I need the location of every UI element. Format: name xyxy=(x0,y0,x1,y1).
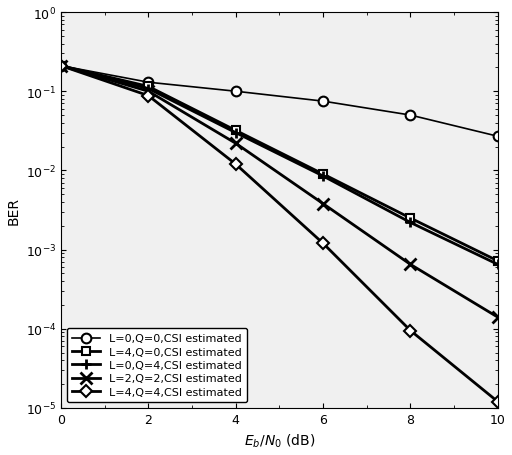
L=2,Q=2,CSI estimated xyxy=(408,262,414,268)
L=4,Q=0,CSI estimated xyxy=(145,85,152,90)
L=2,Q=2,CSI estimated xyxy=(145,89,152,95)
L=4,Q=4,CSI estimated xyxy=(145,94,152,99)
X-axis label: $E_b/N_0$ (dB): $E_b/N_0$ (dB) xyxy=(244,431,315,449)
L=0,Q=4,CSI estimated xyxy=(408,220,414,226)
L=2,Q=2,CSI estimated xyxy=(320,202,326,207)
L=2,Q=2,CSI estimated xyxy=(232,141,239,147)
L=4,Q=4,CSI estimated xyxy=(58,64,64,69)
L=4,Q=0,CSI estimated xyxy=(495,258,501,264)
L=0,Q=4,CSI estimated xyxy=(495,262,501,268)
L=4,Q=4,CSI estimated xyxy=(232,162,239,167)
L=0,Q=4,CSI estimated xyxy=(232,131,239,136)
L=0,Q=0,CSI estimated xyxy=(58,64,64,69)
L=4,Q=0,CSI estimated xyxy=(232,128,239,134)
L=2,Q=2,CSI estimated xyxy=(495,315,501,320)
Line: L=4,Q=0,CSI estimated: L=4,Q=0,CSI estimated xyxy=(57,62,502,265)
Legend: L=0,Q=0,CSI estimated, L=4,Q=0,CSI estimated, L=0,Q=4,CSI estimated, L=2,Q=2,CSI: L=0,Q=0,CSI estimated, L=4,Q=0,CSI estim… xyxy=(67,328,247,403)
Line: L=2,Q=2,CSI estimated: L=2,Q=2,CSI estimated xyxy=(55,61,503,323)
L=4,Q=0,CSI estimated xyxy=(408,216,414,221)
L=0,Q=0,CSI estimated xyxy=(320,99,326,105)
Y-axis label: BER: BER xyxy=(6,197,20,224)
Line: L=4,Q=4,CSI estimated: L=4,Q=4,CSI estimated xyxy=(57,62,502,406)
L=0,Q=0,CSI estimated xyxy=(145,80,152,86)
L=0,Q=4,CSI estimated xyxy=(58,64,64,69)
Line: L=0,Q=0,CSI estimated: L=0,Q=0,CSI estimated xyxy=(56,62,503,142)
L=0,Q=4,CSI estimated xyxy=(145,86,152,92)
L=4,Q=4,CSI estimated xyxy=(495,399,501,404)
L=2,Q=2,CSI estimated xyxy=(58,64,64,69)
L=4,Q=0,CSI estimated xyxy=(58,64,64,69)
Line: L=0,Q=4,CSI estimated: L=0,Q=4,CSI estimated xyxy=(56,62,503,270)
L=0,Q=4,CSI estimated xyxy=(320,174,326,179)
L=4,Q=4,CSI estimated xyxy=(320,241,326,247)
L=0,Q=0,CSI estimated xyxy=(408,113,414,119)
L=0,Q=0,CSI estimated xyxy=(495,134,501,140)
L=4,Q=4,CSI estimated xyxy=(408,328,414,334)
L=0,Q=0,CSI estimated xyxy=(232,89,239,95)
L=4,Q=0,CSI estimated xyxy=(320,172,326,177)
